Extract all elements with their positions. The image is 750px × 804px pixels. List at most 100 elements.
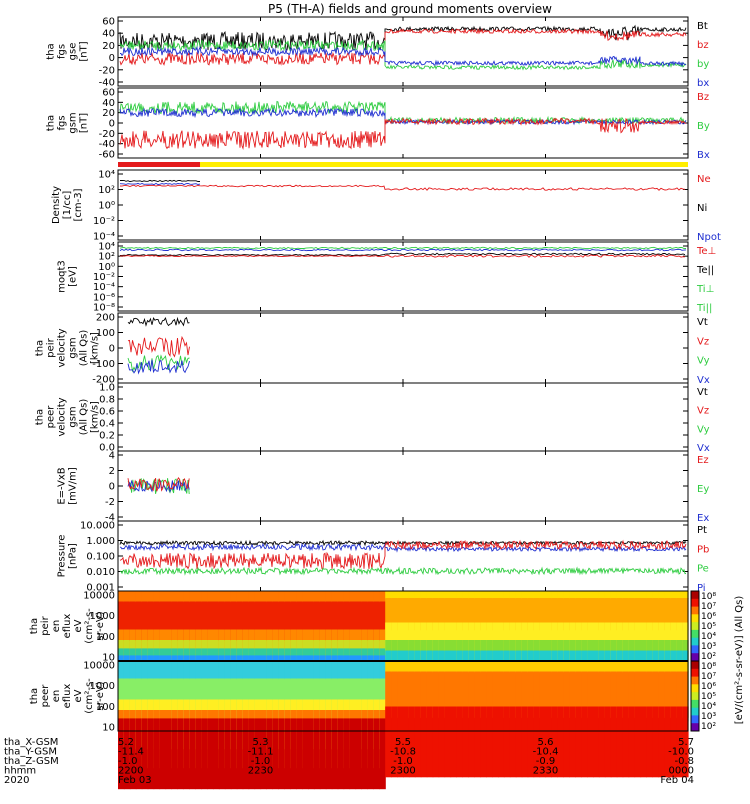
colorbar-swatch xyxy=(691,645,699,654)
colorbar-swatch xyxy=(691,668,699,678)
y-axis-label: eflux xyxy=(62,614,73,639)
legend-pe: Pe xyxy=(697,564,709,575)
colorbar-swatch xyxy=(691,653,699,662)
colorbar-swatch xyxy=(691,622,699,631)
x-tick-label: 0000 xyxy=(669,766,694,777)
legend-ti||: Ti|| xyxy=(696,303,712,314)
x-row-label: 2020 xyxy=(4,775,29,786)
y-tick-label: 10000 xyxy=(83,591,115,602)
panel-frame xyxy=(117,241,689,312)
legend-te||: Te|| xyxy=(696,265,714,276)
y-tick-label: 0 xyxy=(109,119,115,130)
y-axis-label: [1/cc] xyxy=(62,191,73,220)
x-tick-label: 2330 xyxy=(533,766,558,777)
y-tick-label: 0 xyxy=(109,53,115,64)
y-tick-label: -200 xyxy=(92,375,115,386)
series-by xyxy=(119,38,687,71)
series-te-par xyxy=(120,252,686,256)
legend-ne: Ne xyxy=(697,174,711,185)
legend-npot: Npot xyxy=(697,232,721,243)
colorbar-swatch xyxy=(691,614,699,623)
series-vz xyxy=(127,335,190,358)
y-axis-label: (All Qs) xyxy=(79,399,90,436)
legend-vz: Vz xyxy=(697,336,709,347)
series-npot xyxy=(119,182,201,186)
y-tick-label: 0.8 xyxy=(99,395,115,406)
legend-bx: bx xyxy=(697,78,709,89)
legend-by: by xyxy=(697,59,709,70)
mode-bar-slow xyxy=(200,162,688,167)
colorbar-swatch xyxy=(691,606,699,615)
y-axis-label: fgs xyxy=(57,44,68,59)
legend-pt: Pt xyxy=(697,525,707,536)
y-tick-label: 1000 xyxy=(90,681,115,692)
y-tick-label: 60 xyxy=(102,17,115,28)
colorbar-swatch xyxy=(691,676,699,685)
legend-vy: Vy xyxy=(697,424,710,435)
y-axis-label: en xyxy=(51,690,62,703)
y-axis-label: [km/s] xyxy=(90,401,101,433)
series-vt xyxy=(127,316,190,327)
panel-frame xyxy=(117,382,689,452)
y-tick-label: 1.0 xyxy=(99,383,115,394)
colorbar-swatch xyxy=(691,591,699,600)
x-tick-label: -10.4 xyxy=(533,747,559,758)
y-axis-label: E=-VxB xyxy=(57,467,68,504)
y-axis-label: [mV/m] xyxy=(68,467,79,505)
x-tick-label: -11.1 xyxy=(248,747,274,758)
y-tick-label: 0.0 xyxy=(99,443,115,454)
y-tick-label: 0.010 xyxy=(86,567,115,578)
y-tick-label: 10⁻² xyxy=(93,216,115,227)
y-tick-label: 1000 xyxy=(90,611,115,622)
x-tick-label: Feb 04 xyxy=(660,775,694,786)
y-tick-label: 0.2 xyxy=(99,431,115,442)
legend-vt: Vt xyxy=(697,387,708,398)
colorbar-tick-label: 10³ xyxy=(701,642,716,652)
spectrogram-peer xyxy=(118,661,689,790)
series-ne xyxy=(119,184,686,191)
legend-pb: Pb xyxy=(697,544,709,555)
y-axis-label: tha xyxy=(46,43,57,59)
y-tick-label: 0.001 xyxy=(86,583,115,594)
y-axis-label: velocity xyxy=(57,397,68,436)
series-vx xyxy=(127,359,190,375)
y-axis-label: [nT] xyxy=(79,113,90,133)
x-tick-label: 5.2 xyxy=(118,737,134,748)
y-tick-label: -40 xyxy=(99,78,115,89)
series-ni xyxy=(120,179,200,183)
colorbar-swatch xyxy=(691,715,699,724)
series-te-perp xyxy=(119,254,686,258)
y-tick-label: -20 xyxy=(99,65,115,76)
x-row-label: tha_Z-GSM xyxy=(4,756,59,767)
x-tick-label: Feb 03 xyxy=(118,775,152,786)
colorbar-label: [eV/(cm²-s-sr-eV)] (All Qs) xyxy=(734,596,745,725)
legend-ti⊥: Ti⊥ xyxy=(696,284,714,295)
y-axis-label: gsm xyxy=(68,406,79,427)
colorbar-tick-label: 10⁶ xyxy=(701,612,716,622)
x-tick-label: -0.8 xyxy=(674,756,694,767)
y-axis-label: moqt3 xyxy=(57,260,68,293)
legend-by: By xyxy=(697,121,710,132)
colorbar-frame xyxy=(690,660,700,732)
colorbar-tick-label: 10⁴ xyxy=(701,702,716,712)
colorbar-swatch xyxy=(691,637,699,646)
x-tick-label: -1.0 xyxy=(393,756,413,767)
y-tick-label: 20 xyxy=(102,41,115,52)
y-tick-label: 60 xyxy=(102,88,115,99)
x-row-label: tha_X-GSM xyxy=(4,737,58,748)
y-tick-label: 10⁻⁴ xyxy=(93,282,115,293)
legend-vx: Vx xyxy=(697,443,710,454)
y-tick-label: -2 xyxy=(105,497,115,508)
y-axis-label: en xyxy=(51,620,62,633)
colorbar-swatch xyxy=(691,661,699,670)
y-tick-label: 2 xyxy=(109,466,115,477)
y-tick-label: -4 xyxy=(105,513,115,524)
y-tick-label: 40 xyxy=(102,29,115,40)
legend-bz: bz xyxy=(697,40,709,51)
y-axis-label: sr-eV) xyxy=(95,681,106,710)
panel-frame xyxy=(117,16,689,87)
y-axis-label: tha xyxy=(35,340,46,356)
